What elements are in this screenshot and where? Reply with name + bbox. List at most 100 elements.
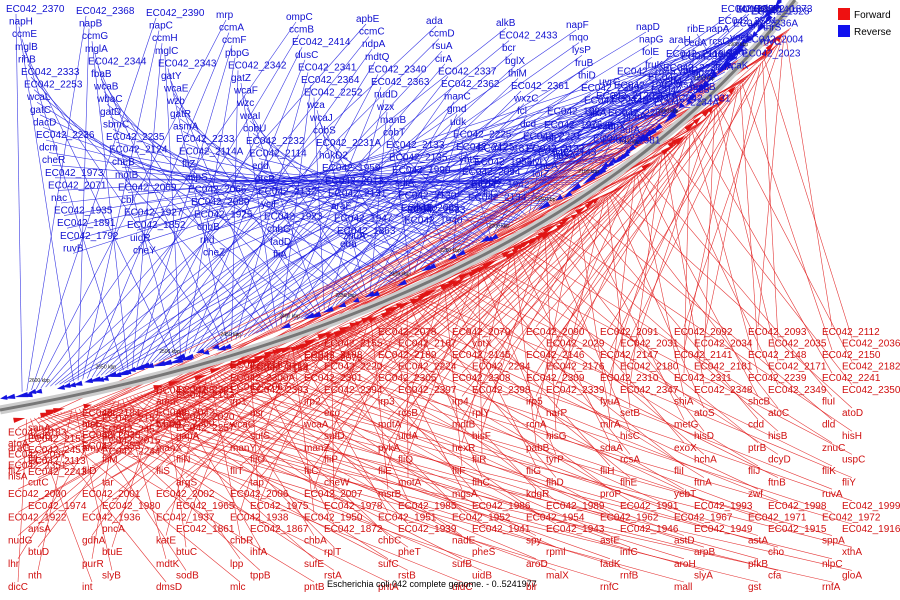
label-leader-line [383, 316, 685, 490]
label-leader-line [313, 222, 568, 420]
label-leader-line [213, 375, 315, 536]
label-leader-line [142, 33, 750, 256]
label-leader-line [264, 178, 585, 185]
gene-label: EC042_2452 [102, 424, 161, 435]
gene-label: ccmD [429, 29, 455, 40]
forward-gene-arrow [325, 332, 336, 339]
gene-label: EC042_1923 [264, 212, 323, 223]
label-leader-line [407, 71, 754, 339]
label-leader-line [86, 406, 335, 571]
label-leader-line [118, 46, 720, 372]
gene-label: EC042_1928 [751, 7, 810, 18]
gene-label: EC042_2244 [102, 446, 161, 457]
gene-label: EC042_2143 [538, 147, 597, 158]
gene-label: fliS [156, 466, 170, 477]
gene-label: edd [252, 161, 269, 172]
label-leader-line [444, 289, 463, 467]
gene-label: EC042_2013 [325, 176, 384, 187]
gene-label: xthA [842, 547, 862, 558]
gene-label: otsB [255, 174, 275, 185]
label-leader-lines [15, 10, 853, 583]
gene-label: torY [739, 4, 758, 15]
label-leader-line [535, 178, 633, 397]
gene-label: irp4 [452, 396, 469, 407]
gene-label: slyA [694, 570, 713, 581]
label-leader-line [629, 156, 663, 385]
label-leader-line [273, 107, 676, 222]
label-leader-line [97, 66, 224, 344]
gene-label: blr [526, 582, 538, 593]
label-leader-line [185, 310, 399, 478]
gene-label: wcaB [93, 82, 119, 93]
scale-tick-label: 2400 kbp [279, 313, 300, 319]
label-leader-line [762, 61, 779, 339]
label-leader-line [69, 63, 723, 242]
gene-label: sufE [304, 559, 324, 570]
gene-label: rnfA [822, 582, 841, 593]
gene-label: ptrB [748, 443, 767, 454]
reverse-gene-arrow [678, 102, 685, 109]
gene-label: nudG [8, 536, 33, 547]
gene-label: napA [706, 24, 730, 35]
gene-label: EC042_1952 [452, 512, 511, 523]
gene-label: ruvA [822, 489, 843, 500]
label-leader-line [606, 197, 631, 409]
gene-label: EC042_2350 [842, 385, 900, 396]
label-leader-line [629, 112, 713, 362]
gene-label: cedA [684, 38, 707, 49]
gene-label: malX [546, 570, 569, 581]
label-leader-line [419, 50, 734, 215]
gene-label: EC042_1989 [546, 501, 605, 512]
reverse-gene-arrow [625, 144, 636, 154]
forward-gene-arrow [349, 322, 358, 328]
gene-label: EC042_2114A [179, 147, 244, 158]
gene-label: dcm [39, 143, 58, 154]
gene-label: astA [748, 536, 768, 547]
gene-label: EC042_1999 [842, 501, 900, 512]
label-leader-line [337, 334, 483, 501]
gene-label: lysP [572, 45, 591, 56]
gene-label: rcsC [709, 37, 730, 48]
gene-label: fbaB [91, 69, 112, 80]
gene-label: EC042_1962 [600, 512, 659, 523]
gene-label: EC042_2146 [526, 350, 585, 361]
gene-label: EC042_2037 [8, 450, 67, 461]
scale-tick-label: 2350 kbp [335, 293, 356, 299]
forward-gene-arrow [339, 326, 350, 333]
label-leader-line [176, 105, 360, 297]
label-leader-line [407, 201, 600, 409]
label-leader-line [292, 350, 315, 513]
gene-label: fliA [273, 249, 287, 260]
gene-label: EC042_2112 [822, 327, 880, 338]
gene-label: uspC [842, 454, 865, 465]
forward-gene-arrow [717, 93, 727, 103]
label-leader-line [143, 393, 611, 560]
gene-label: gatA [657, 91, 678, 102]
gene-label: galS [712, 49, 732, 60]
gene-label: cspC [465, 180, 488, 191]
gene-label: EC042_2337 [438, 66, 497, 77]
label-leader-line [66, 89, 696, 229]
gene-label: napF [566, 20, 589, 31]
label-leader-line [179, 384, 483, 548]
gene-label: cobS [313, 125, 336, 136]
reverse-gene-arrow [567, 183, 582, 194]
gene-label: sufC [378, 559, 399, 570]
label-leader-line [173, 93, 317, 313]
label-leader-line [54, 27, 507, 386]
gene-label: EC042_2145 [452, 350, 511, 361]
gene-label: irp3 [378, 396, 395, 407]
forward-gene-arrow [40, 412, 56, 418]
label-leader-line [122, 398, 167, 559]
gene-label: ftnB [768, 478, 786, 489]
label-leader-line [270, 357, 705, 525]
gene-label: EC042_2234A [654, 98, 719, 109]
gene-label: EC042_2233 [176, 134, 235, 145]
forward-gene-arrow [209, 368, 222, 374]
gene-label: cheA [535, 161, 558, 172]
forward-gene-arrow [727, 86, 736, 95]
gene-label: EC042_2071 [48, 180, 107, 191]
gene-label: EC042_2433 [499, 31, 558, 42]
gene-label: EC042_2368 [76, 6, 135, 17]
forward-gene-arrow [451, 279, 464, 287]
